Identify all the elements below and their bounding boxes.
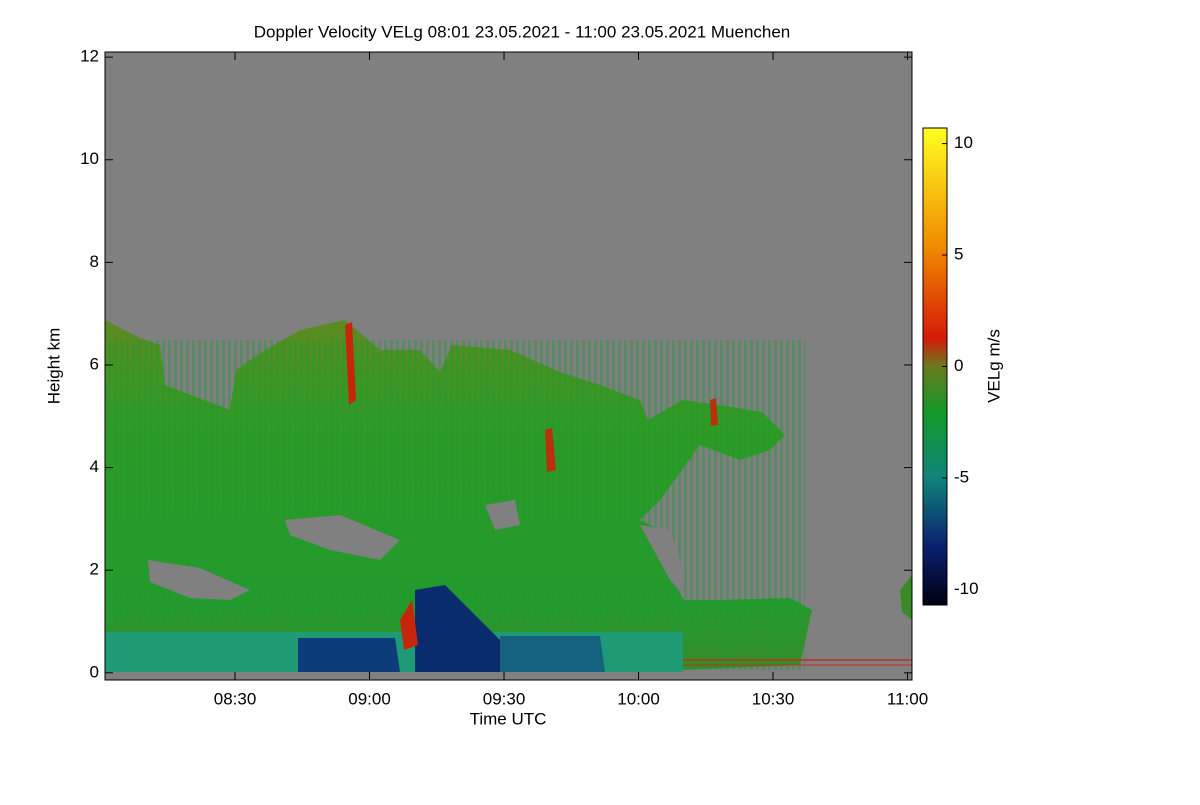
cloud-gap <box>640 525 684 595</box>
x-tick-label: 08:30 <box>214 689 257 708</box>
downdraft <box>500 636 605 672</box>
downdraft <box>415 585 505 672</box>
updraft <box>345 322 356 405</box>
chart-title: Doppler Velocity VELg 08:01 23.05.2021 -… <box>254 22 791 41</box>
y-tick-label: 4 <box>90 457 99 476</box>
cloud-gap <box>485 500 520 530</box>
x-tick-label: 09:00 <box>348 689 391 708</box>
y-tick-label: 0 <box>90 662 99 681</box>
cloud-patch <box>900 575 912 620</box>
x-tick-label: 09:30 <box>483 689 526 708</box>
downdraft <box>298 638 400 672</box>
updraft <box>545 428 556 472</box>
colorbar-tick-label: 5 <box>954 245 963 264</box>
colorbar-label: VELg m/s <box>984 329 1003 403</box>
y-tick-label: 10 <box>80 149 99 168</box>
colorbar-tick-label: 10 <box>954 133 973 152</box>
cloud-gap <box>285 515 400 560</box>
updraft <box>400 600 418 650</box>
y-tick-label: 12 <box>80 47 99 66</box>
y-axis-label: Height km <box>44 328 63 405</box>
plot-frame <box>104 51 913 681</box>
colorbar-tick-label: -10 <box>954 579 979 598</box>
plot-area <box>104 51 913 681</box>
y-tick-label: 6 <box>90 354 99 373</box>
y-tick-label: 8 <box>90 252 99 271</box>
updraft <box>710 398 718 426</box>
x-tick-label: 10:00 <box>617 689 660 708</box>
x-axis-label: Time UTC <box>470 709 547 728</box>
colorbar-tick-label: 0 <box>954 356 963 375</box>
colorbar-tick-label: -5 <box>954 467 969 486</box>
cloud-gap <box>148 560 250 600</box>
x-tick-label: 10:30 <box>752 689 795 708</box>
y-tick-label: 2 <box>90 560 99 579</box>
x-tick-label: 11:00 <box>887 689 928 708</box>
